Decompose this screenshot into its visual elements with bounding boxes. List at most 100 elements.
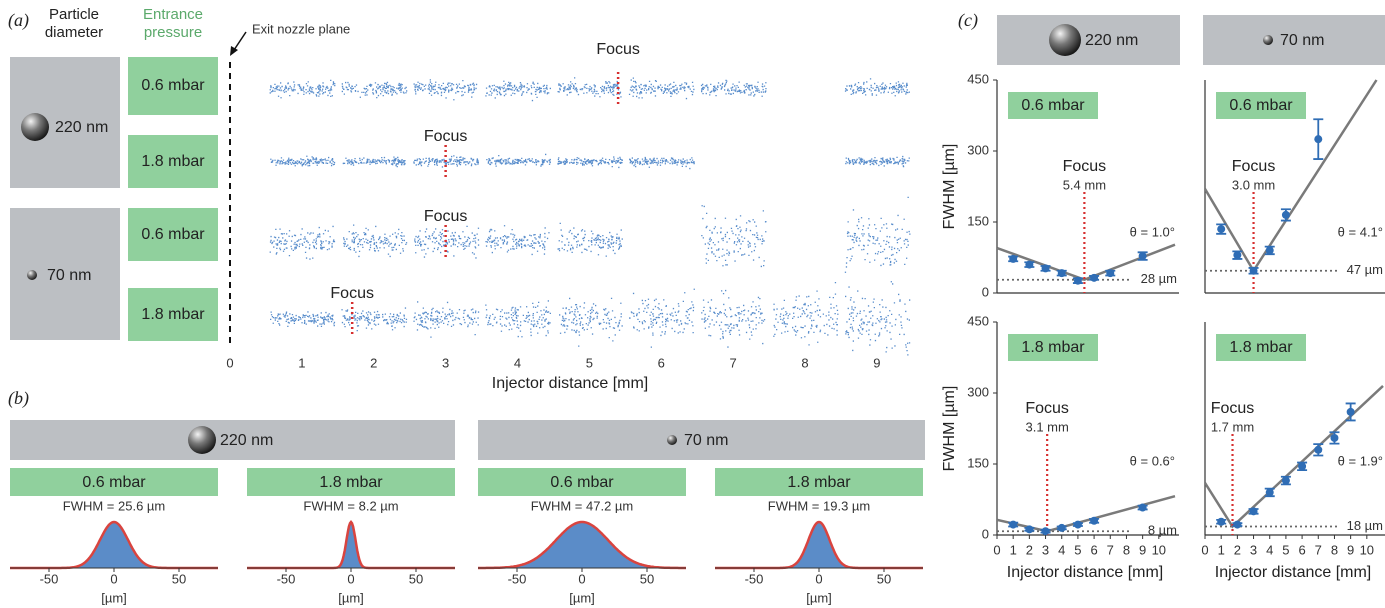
- data-point: [1073, 520, 1082, 529]
- pressure-box: [128, 135, 218, 188]
- x-tick-label: 8: [1123, 542, 1130, 557]
- focus-label: Focus: [424, 208, 468, 225]
- x-tick-label: 8: [1331, 542, 1338, 557]
- x-tick-label: 0: [347, 571, 354, 586]
- particle-strip: [773, 282, 839, 346]
- x-tick-label: 5: [1282, 542, 1289, 557]
- gaussian-fit: [478, 520, 686, 570]
- x-tick-label: 50: [172, 571, 186, 586]
- data-point: [1281, 476, 1290, 485]
- fwhm-label: FWHM = 25.6 µm: [63, 498, 165, 513]
- diameter-header: Particle diameter: [44, 6, 104, 41]
- particle-strip: [844, 196, 911, 288]
- particle-strip: [341, 81, 408, 99]
- pressure-header: Entrance pressure: [142, 6, 204, 41]
- y-axis-label: FWHM [µm]: [941, 144, 958, 230]
- particle-strip: [557, 222, 623, 257]
- pressure-label: 1.8 mbar: [141, 153, 205, 170]
- data-point: [1330, 433, 1339, 442]
- pressure-box: [247, 468, 455, 496]
- x-tick-label: 9: [1347, 542, 1354, 557]
- column-header: Entrance pressure: [142, 6, 204, 41]
- data-point: [1025, 260, 1034, 269]
- data-point: [1057, 523, 1066, 532]
- exit-label: Exit nozzle plane: [252, 21, 350, 36]
- min-label: 28 µm: [1141, 271, 1177, 286]
- data-point: [1249, 507, 1258, 516]
- pressure-box: [128, 208, 218, 261]
- panel-label: (c): [958, 10, 978, 31]
- particle-icon: [27, 270, 37, 280]
- y-tick-label: 450: [967, 71, 989, 86]
- x-tick-label: 5: [586, 355, 593, 370]
- particle-strip: [628, 77, 695, 100]
- x-tick-label: 1: [1218, 542, 1225, 557]
- data-point: [1090, 516, 1099, 525]
- y-tick-label: 0: [982, 284, 989, 299]
- x-axis-label: Injector distance [mm]: [1007, 564, 1164, 581]
- distribution-area: [247, 522, 455, 568]
- pressure-label: 1.8 mbar: [319, 474, 383, 491]
- pressure-label: 0.6 mbar: [141, 226, 205, 243]
- pressure-label: 0.6 mbar: [550, 474, 614, 491]
- focus-value: 1.7 mm: [1211, 419, 1254, 434]
- x-axis-label: [µm]: [806, 590, 832, 605]
- data-point: [1314, 445, 1323, 454]
- x-tick-label: 6: [1090, 542, 1097, 557]
- x-tick-label: 9: [1139, 542, 1146, 557]
- particle-strip: [414, 225, 480, 259]
- arrow-head: [230, 46, 238, 56]
- pressure-box: [715, 468, 923, 496]
- data-point: [1346, 407, 1355, 416]
- particle-strip: [342, 156, 406, 168]
- data-point: [1009, 254, 1018, 263]
- min-label: 47 µm: [1347, 262, 1383, 277]
- data-point: [1057, 269, 1066, 278]
- distribution-area: [10, 522, 218, 568]
- particle-strip: [629, 156, 695, 170]
- particle-strip: [341, 307, 408, 332]
- data-point: [1265, 246, 1274, 255]
- x-tick-label: 4: [1266, 542, 1273, 557]
- x-tick-label: 3: [442, 355, 449, 370]
- particle-strip: [270, 311, 336, 327]
- x-tick-label: 50: [640, 571, 654, 586]
- focus-label: Focus: [1063, 158, 1107, 175]
- x-tick-label: 6: [1298, 542, 1305, 557]
- x-tick-label: -50: [40, 571, 59, 586]
- particle-strip: [486, 153, 551, 167]
- particle-strip: [270, 155, 336, 167]
- pressure-box: [10, 468, 218, 496]
- focus-label: Focus: [1025, 400, 1069, 417]
- x-tick-label: 0: [578, 571, 585, 586]
- x-axis-label: [µm]: [569, 590, 595, 605]
- group-box: [997, 15, 1180, 65]
- pressure-label: 1.8 mbar: [1021, 339, 1085, 356]
- group-box: [478, 420, 925, 460]
- particle-strip: [269, 79, 336, 99]
- x-tick-label: 50: [877, 571, 891, 586]
- y-tick-label: 300: [967, 142, 989, 157]
- particle-strip: [629, 288, 695, 348]
- pressure-label: 0.6 mbar: [1021, 97, 1085, 114]
- particle-strip: [413, 79, 478, 101]
- focus-value: 5.4 mm: [1063, 177, 1106, 192]
- distribution-area: [715, 522, 923, 568]
- y-tick-label: 0: [982, 526, 989, 541]
- angle-label: θ = 1.0°: [1130, 224, 1175, 239]
- particle-icon: [667, 435, 677, 445]
- x-axis-label: Injector distance [mm]: [492, 375, 649, 392]
- particle-strip: [485, 80, 551, 102]
- y-tick-label: 150: [967, 213, 989, 228]
- particle-strip: [559, 297, 623, 347]
- data-point: [1265, 488, 1274, 497]
- pressure-label: 0.6 mbar: [1229, 97, 1293, 114]
- focus-value: 3.0 mm: [1232, 177, 1275, 192]
- column-title: 220 nm: [1085, 32, 1138, 49]
- x-tick-label: 3: [1250, 542, 1257, 557]
- focus-label: Focus: [330, 285, 374, 302]
- particle-strip: [413, 301, 480, 338]
- angle-label: θ = 0.6°: [1130, 453, 1175, 468]
- particle-strip: [845, 155, 910, 168]
- data-point: [1217, 225, 1226, 234]
